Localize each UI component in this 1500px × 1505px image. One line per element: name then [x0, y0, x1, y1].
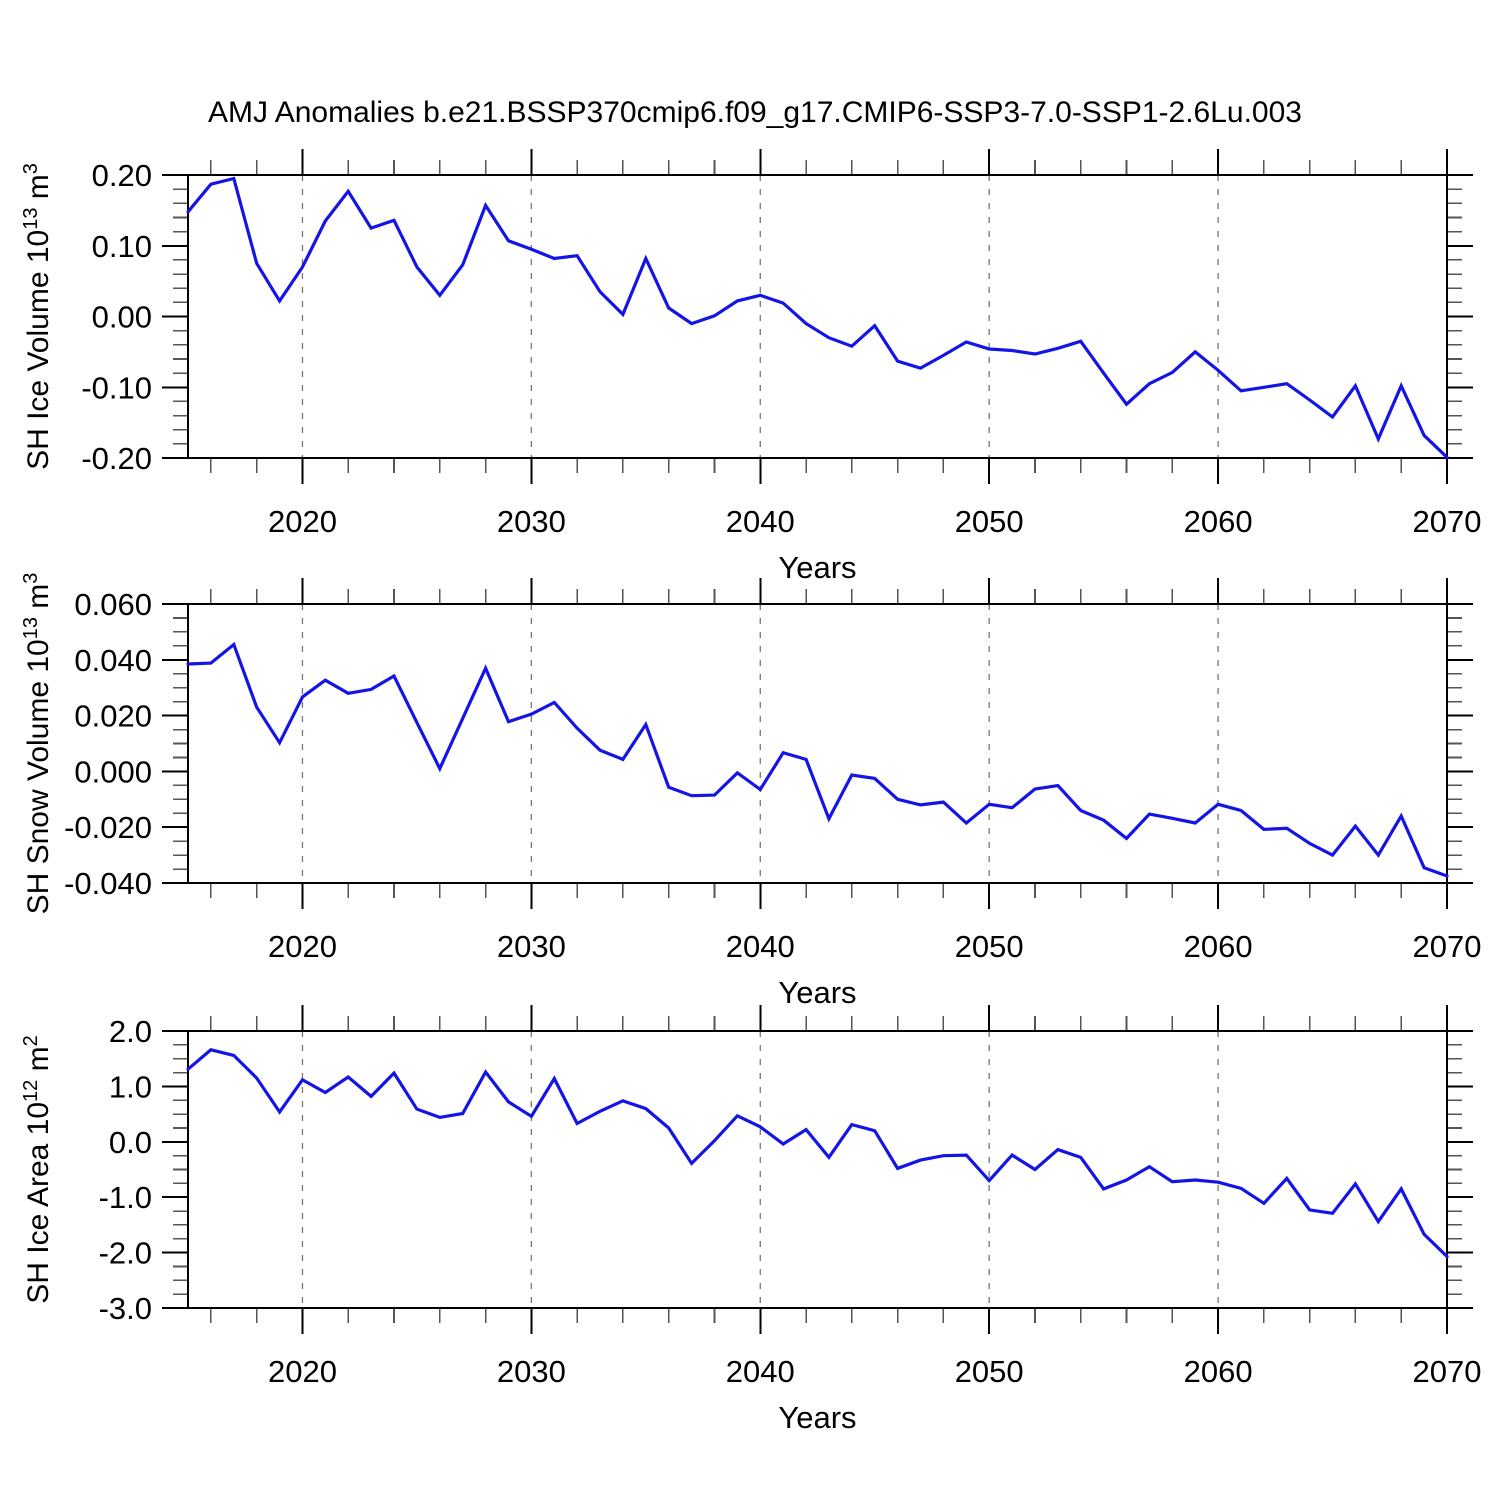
y-tick-label: -0.10	[81, 370, 152, 405]
x-tick-label: 2030	[497, 929, 566, 964]
y-tick-label: -2.0	[99, 1236, 152, 1271]
x-tick-label: 2050	[955, 929, 1024, 964]
axis-box	[187, 174, 1448, 459]
x-tick-label: 2020	[268, 504, 337, 539]
y-tick-label: -0.20	[81, 441, 152, 476]
x-tick-label: 2040	[726, 929, 795, 964]
x-axis-label: Years	[778, 550, 856, 585]
tick-marks	[162, 149, 1473, 484]
y-tick-label: 0.10	[92, 229, 152, 264]
x-tick-label: 2040	[726, 504, 795, 539]
x-tick-labels: 2020 2030 2040 2050 2060 2070	[268, 929, 1482, 964]
data-line-sh-ice-volume	[186, 176, 1449, 459]
y-tick-labels: 2.0 1.0 0.0 -1.0 -2.0 -3.0	[99, 1014, 152, 1326]
plot-sh-snow-volume: 0.060 0.040 0.020 0.000 -0.020 -0.040 2020 2030…	[20, 573, 1481, 1010]
x-tick-label: 2020	[268, 929, 337, 964]
minor-tick-marks	[173, 589, 1462, 898]
data-line-sh-snow-volume	[186, 641, 1449, 878]
x-tick-label: 2050	[955, 1354, 1024, 1389]
x-tick-labels: 2020 2030 2040 2050 2060 2070	[268, 504, 1482, 539]
x-tick-label: 2060	[1184, 1354, 1253, 1389]
y-tick-label: 0.040	[74, 643, 152, 678]
x-tick-label: 2060	[1184, 929, 1253, 964]
gridlines	[301, 1031, 1219, 1308]
axis-box	[187, 603, 1448, 884]
tick-marks	[162, 1005, 1473, 1334]
y-tick-label: -0.020	[64, 810, 152, 845]
y-tick-label: 1.0	[109, 1069, 152, 1104]
y-axis-label: SH Snow Volume 1013 m3	[20, 573, 55, 915]
y-tick-label: 0.00	[92, 300, 152, 335]
data-line-sh-ice-area	[186, 1048, 1449, 1259]
y-tick-label: 0.0	[109, 1125, 152, 1160]
y-tick-label: 0.20	[92, 158, 152, 193]
x-tick-label: 2030	[497, 504, 566, 539]
gridlines	[301, 604, 1219, 883]
chart-title: AMJ Anomalies b.e21.BSSP370cmip6.f09_g17…	[208, 96, 1302, 129]
y-axis-label: SH Ice Area 1012 m2	[20, 1035, 55, 1304]
y-tick-labels: 0.20 0.10 0.00 -0.10 -0.20	[81, 158, 152, 476]
x-tick-label: 2060	[1184, 504, 1253, 539]
gridlines	[301, 175, 1219, 458]
y-tick-label: -1.0	[99, 1180, 152, 1215]
x-axis-label: Years	[778, 1400, 856, 1435]
plot-sh-ice-area: 2.0 1.0 0.0 -1.0 -2.0 -3.0 2020 2030 2040 2050 206…	[20, 1005, 1481, 1435]
x-tick-label: 2050	[955, 504, 1024, 539]
y-tick-label: 0.060	[74, 587, 152, 622]
x-tick-label: 2070	[1413, 929, 1482, 964]
minor-tick-marks	[173, 160, 1462, 473]
y-axis-label: SH Ice Volume 1013 m3	[20, 163, 55, 470]
y-tick-label: -3.0	[99, 1291, 152, 1326]
x-axis-label: Years	[778, 975, 856, 1010]
axis-box	[187, 1030, 1448, 1309]
x-tick-label: 2030	[497, 1354, 566, 1389]
x-tick-label: 2040	[726, 1354, 795, 1389]
x-tick-label: 2070	[1413, 504, 1482, 539]
y-tick-labels: 0.060 0.040 0.020 0.000 -0.020 -0.040	[64, 587, 152, 901]
minor-tick-marks	[173, 1016, 1462, 1323]
x-tick-labels: 2020 2030 2040 2050 2060 2070	[268, 1354, 1482, 1389]
x-tick-label: 2070	[1413, 1354, 1482, 1389]
tick-marks	[162, 578, 1473, 909]
y-tick-label: 0.020	[74, 699, 152, 734]
y-tick-label: 0.000	[74, 754, 152, 789]
x-tick-label: 2020	[268, 1354, 337, 1389]
y-tick-label: -0.040	[64, 866, 152, 901]
y-tick-label: 2.0	[109, 1014, 152, 1049]
